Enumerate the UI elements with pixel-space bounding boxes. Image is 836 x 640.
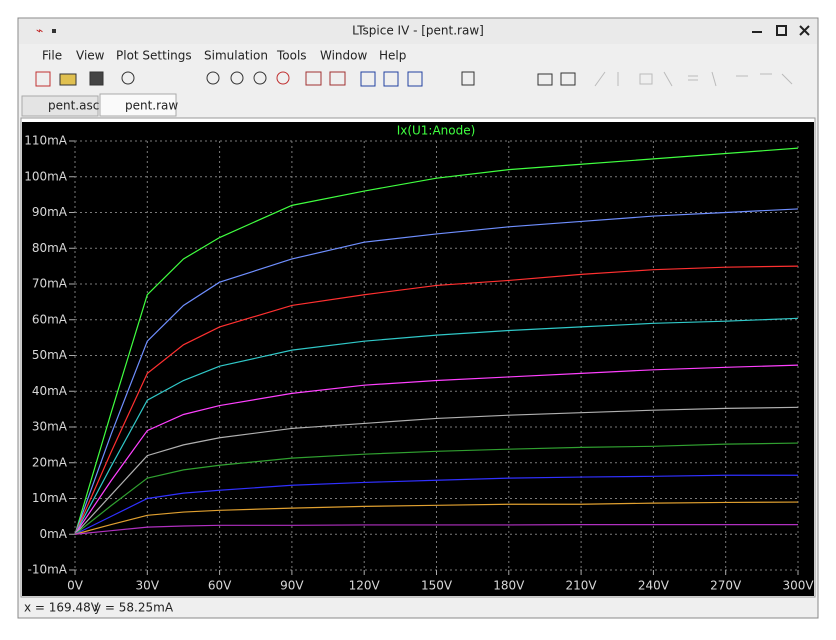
tool-icon[interactable] [35,71,51,87]
series-line [74,474,798,535]
series-line [74,501,799,535]
series-line [74,317,799,535]
title-bar [19,19,817,44]
menu-item[interactable]: File [42,49,62,63]
series-line [74,406,799,535]
y-tick-label: 20mA [32,455,68,469]
y-tick-label: 70mA [32,277,68,291]
tab-label[interactable]: pent.asc [48,99,99,113]
close[interactable] [799,25,810,36]
series-line [74,523,798,535]
x-tick-label: 180V [493,579,525,593]
menu-item[interactable]: Help [379,49,406,63]
x-tick-label: 120V [349,579,381,593]
tool-icon[interactable] [407,71,423,87]
menu-item[interactable]: View [76,49,105,63]
series-line [74,442,799,535]
tool-icon[interactable] [59,73,77,86]
y-tick-label: 90mA [32,205,68,219]
y-tick-label: 100mA [24,169,68,183]
x-tick-label: 210V [566,579,598,593]
y-tick-label: 80mA [32,241,68,255]
tool-icon[interactable] [461,71,475,86]
maximize[interactable] [776,25,787,36]
plot-background [22,122,814,596]
y-tick-label: 30mA [32,420,68,434]
disabled-icons [594,71,793,87]
x-tick-label: 30V [136,579,160,593]
menu-item[interactable]: Simulation [204,49,268,63]
tool-icon[interactable] [560,72,576,86]
x-tick-label: 60V [208,579,232,593]
status-bar [19,598,817,617]
y-tick-label: 110mA [24,134,68,148]
chart-title: Ix(U1:Anode) [397,124,476,138]
status-y: y = 58.25mA [94,601,174,615]
series-line [74,364,799,535]
app-icon: ⌁ [36,24,43,38]
tab-active[interactable] [99,93,177,117]
tool-icon[interactable] [253,71,267,85]
status-x: x = 169.48V [24,601,100,615]
series-line [74,208,799,535]
y-tick-label: 0mA [39,527,67,541]
tool-icon[interactable] [329,71,346,86]
tool-icon[interactable] [383,71,399,87]
menu-item[interactable]: Plot Settings [116,49,192,63]
y-tick-label: -10mA [28,563,68,577]
series-line [74,265,799,535]
y-tick-label: 40mA [32,384,68,398]
menu-item[interactable]: Window [320,49,368,63]
y-tick-label: 50mA [32,348,68,362]
menu-bar: File View Plot Settings Simulation Tools Wind… [42,49,406,63]
menu-item[interactable]: Tools [276,49,307,63]
tool-icon[interactable] [230,71,244,85]
window-title: LTspice IV - [pent.raw] [352,24,484,38]
plot: -10mA 0mA 10mA 20mA 30mA 40mA 50mA 60mA 70mA 80mA… [24,134,814,593]
tab[interactable] [21,95,99,117]
tool-icon[interactable] [206,71,220,85]
x-tick-label: 90V [280,579,304,593]
tool-icon[interactable] [276,71,290,85]
tool-icon[interactable] [89,71,104,86]
tool-icon[interactable] [360,71,376,87]
menu-dot [52,29,56,33]
toolbar [35,71,793,87]
tab-bar: pent.asc pent.raw [48,99,178,113]
x-tick-label: 150V [421,579,453,593]
series-line [74,147,799,535]
x-tick-label: 300V [782,579,814,593]
x-tick-label: 240V [638,579,670,593]
tool-icon[interactable] [121,71,135,85]
tool-icon[interactable] [305,71,322,86]
tab-label[interactable]: pent.raw [125,99,178,113]
x-tick-label: 270V [710,579,742,593]
y-tick-label: 10mA [32,491,68,505]
x-tick-label: 0V [67,579,84,593]
tool-icon[interactable] [537,73,553,86]
y-tick-label: 60mA [32,312,68,326]
